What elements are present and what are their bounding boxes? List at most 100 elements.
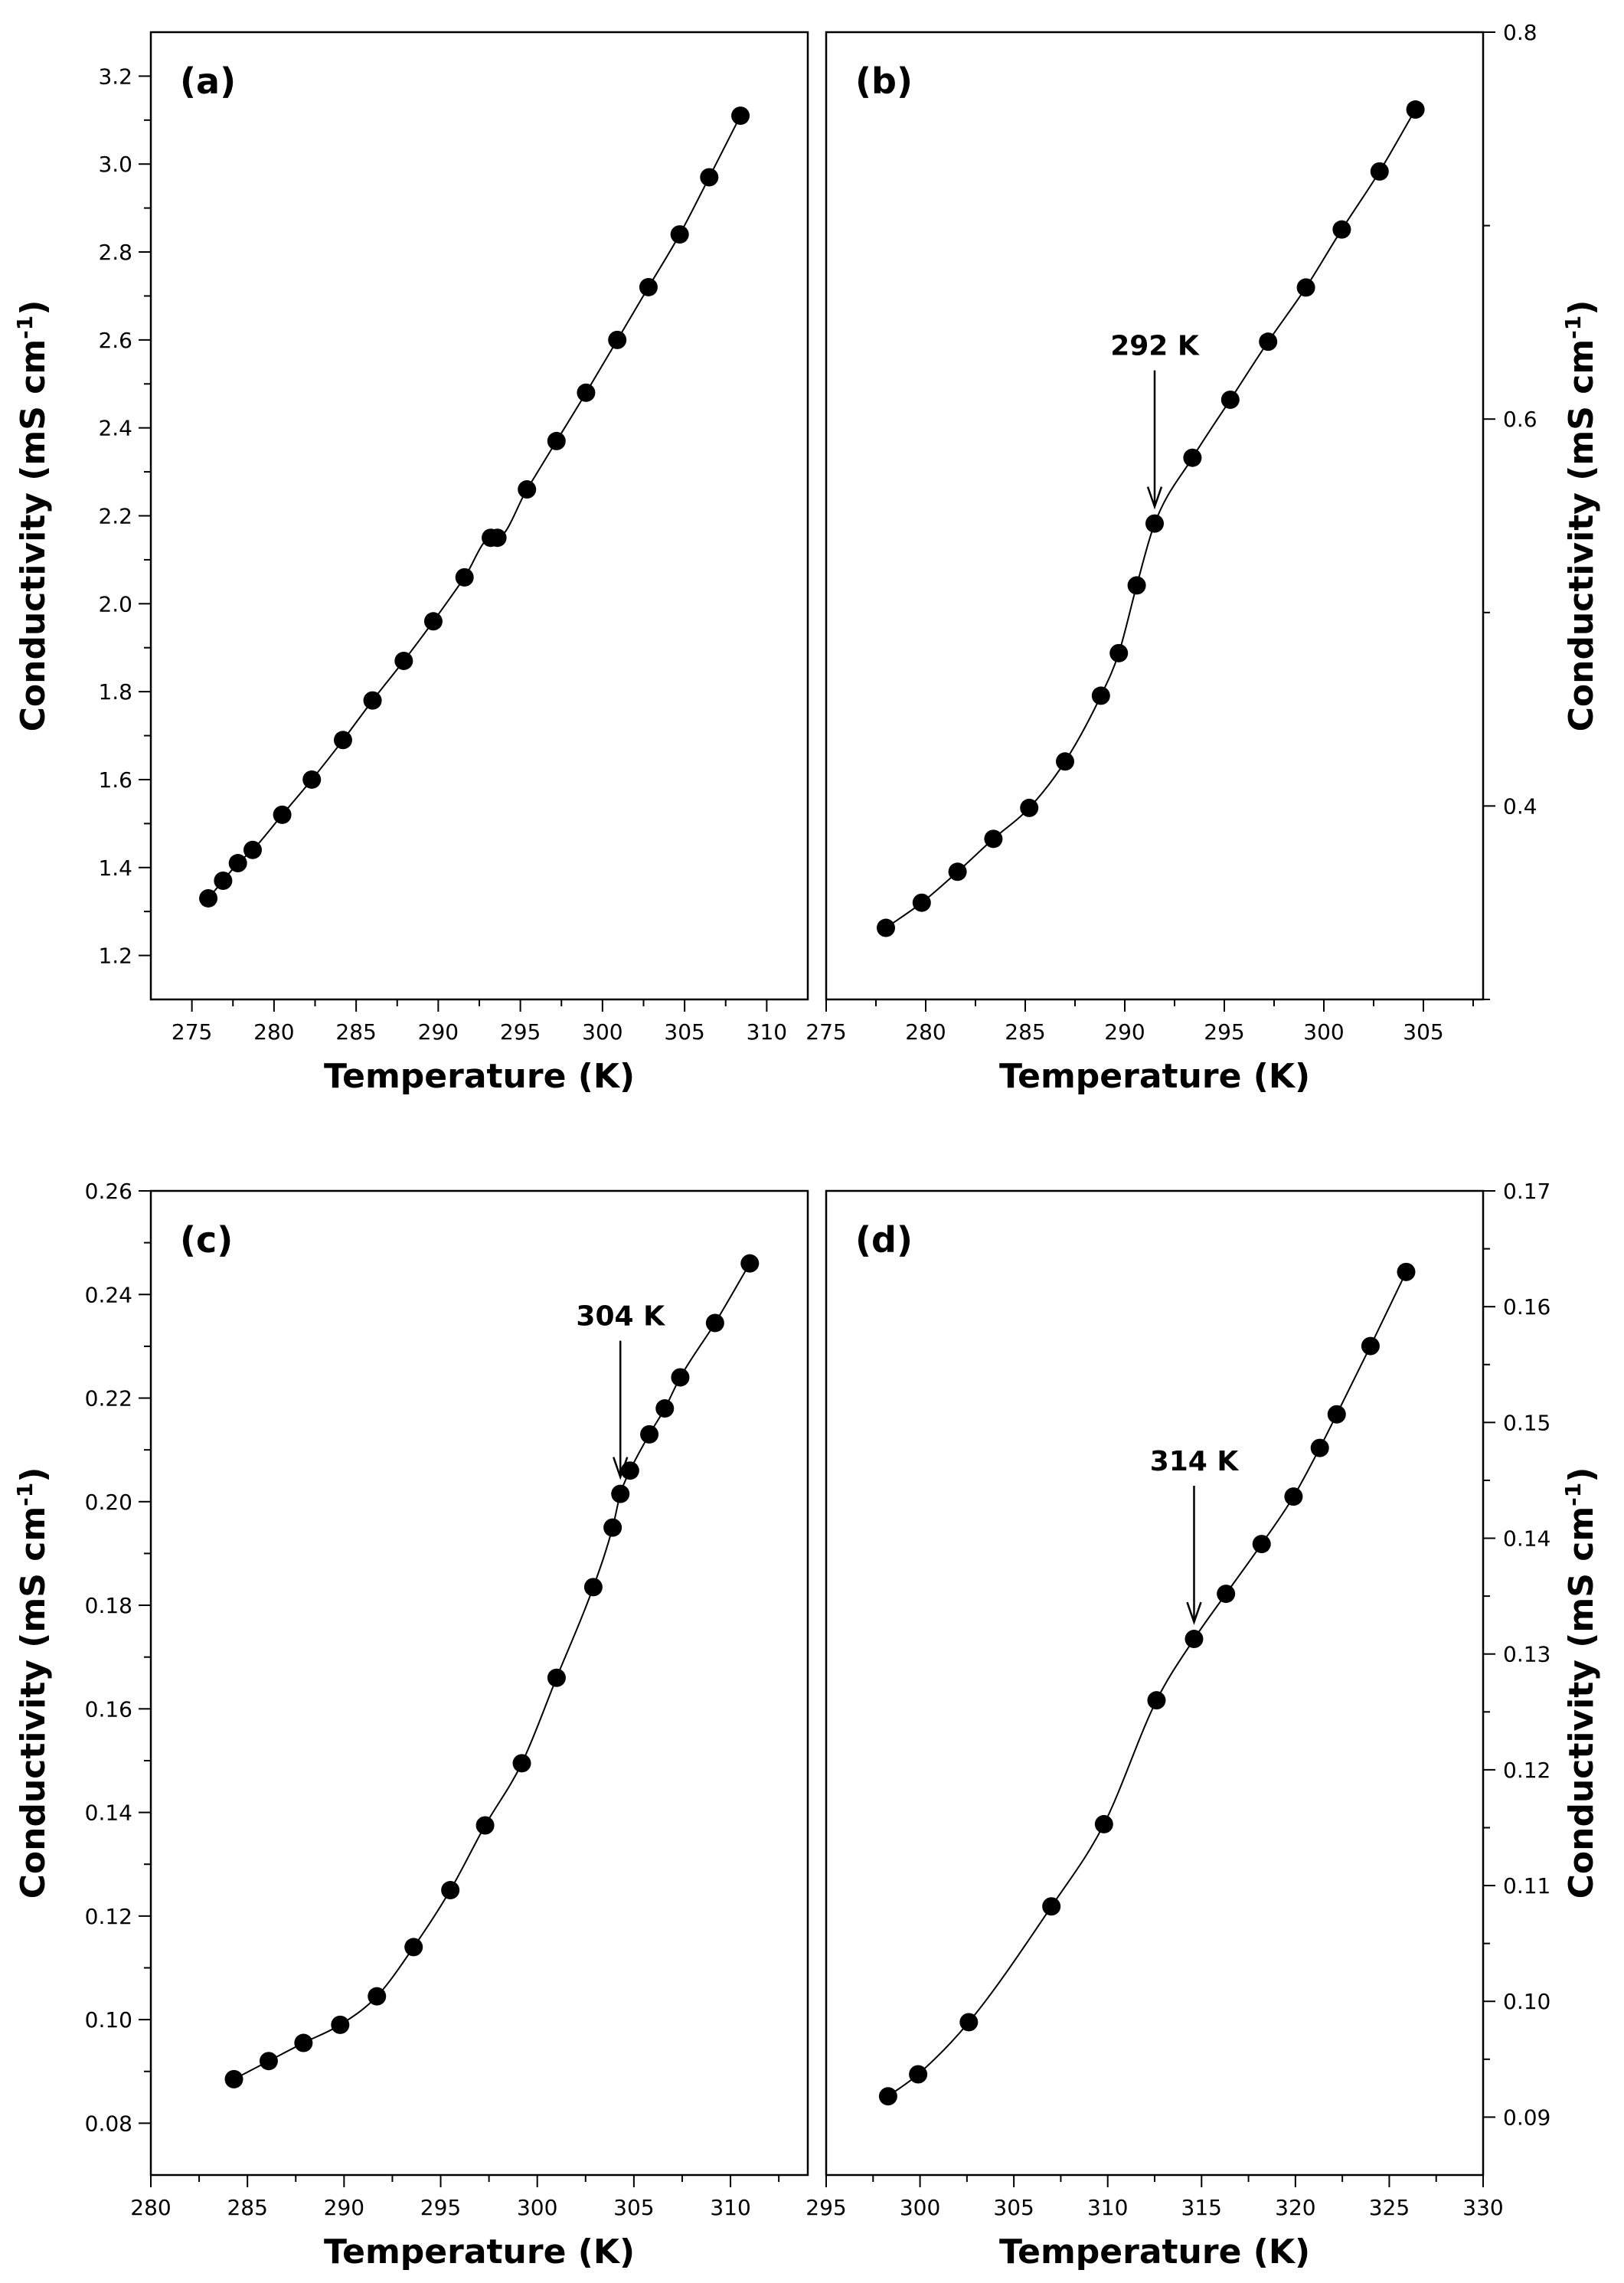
data-point (455, 567, 474, 587)
y-tick-label: 0.14 (85, 1801, 132, 1826)
y-tick-label: 0.16 (1503, 1294, 1550, 1320)
y-axis-title: Conductivity (mS cm-1) (12, 300, 53, 732)
data-point (731, 106, 750, 126)
y-axis-title-text: Conductivity (mS cm (14, 339, 53, 732)
annotation-arrowhead (613, 1457, 629, 1480)
data-point (909, 2065, 928, 2084)
data-point (368, 1987, 387, 2006)
x-tick-label: 280 (130, 2195, 171, 2220)
data-point (1310, 1438, 1329, 1457)
x-tick-label: 320 (1275, 2195, 1315, 2220)
data-point (199, 888, 218, 908)
data-point (488, 528, 507, 548)
data-point (671, 1368, 690, 1387)
data-point (1094, 1814, 1113, 1833)
data-point (948, 862, 967, 881)
data-point (228, 854, 247, 873)
y-axis-title: Conductivity (mS cm-1) (12, 1467, 53, 1899)
data-point (603, 1518, 622, 1537)
x-tick-label: 305 (664, 1019, 704, 1045)
panel-b: 275 280 285 290 295 300 305 0.4 0.6 0.8 Temperatur… (805, 20, 1601, 1096)
x-tick-label: 285 (227, 2195, 267, 2220)
y-tick-label: 0.8 (1503, 20, 1537, 45)
x-tick-label: 295 (500, 1019, 541, 1045)
y-tick-label: 3.2 (98, 64, 132, 89)
y-tick-label: 0.12 (85, 1904, 132, 1929)
data-point (912, 893, 931, 912)
plot-frame (825, 1189, 1485, 2177)
data-point (294, 2033, 313, 2052)
y-tick-label: 0.16 (85, 1696, 132, 1722)
data-point (518, 480, 537, 499)
y-tick-label: 1.6 (98, 767, 132, 793)
x-tick-label: 290 (324, 2195, 364, 2220)
data-point (1147, 1691, 1166, 1710)
x-tick-label: 300 (517, 2195, 557, 2220)
x-tick-label: 310 (710, 2195, 750, 2220)
data-point (1406, 100, 1425, 119)
data-point (655, 1399, 675, 1418)
y-tick-label: 0.4 (1503, 793, 1537, 819)
data-point (273, 805, 292, 824)
x-tick-label: 305 (993, 2195, 1034, 2220)
data-point (1042, 1897, 1061, 1916)
x-tick-label: 300 (900, 2195, 940, 2220)
data-point (1056, 752, 1074, 771)
x-axis-title: Temperature (K) (999, 1057, 1310, 1096)
annotation-label: 292 K (1110, 331, 1200, 362)
y-axis-title-close: ) (1562, 1467, 1601, 1483)
panel-label: (a) (180, 61, 236, 102)
y-axis-title-close: ) (14, 1467, 53, 1483)
y-axis-title-text: Conductivity (mS cm (1562, 339, 1601, 732)
x-tick-label: 295 (420, 2195, 461, 2220)
y-axis-title-superscript: -1 (1560, 316, 1586, 339)
data-point (331, 2015, 350, 2034)
panel-c: 280 285 290 295 300 305 310 0.08 0.10 0.12 0.14 0.1… (12, 1179, 809, 2272)
data-point (878, 2087, 897, 2106)
x-tick-label: 315 (1181, 2195, 1222, 2220)
data-point (611, 1484, 630, 1503)
x-tick-label: 310 (747, 1019, 787, 1045)
x-tick-label: 300 (1303, 1019, 1344, 1045)
x-tick-label: 280 (905, 1019, 946, 1045)
y-axis-title-superscript: -1 (12, 1483, 38, 1506)
y-tick-label: 0.12 (1503, 1758, 1550, 1783)
data-point (1145, 514, 1164, 533)
data-point (512, 1754, 531, 1773)
y-tick-label: 1.4 (98, 855, 132, 881)
y-tick-label: 0.11 (1503, 1873, 1550, 1899)
data-point (1217, 1585, 1236, 1604)
data-point (583, 1578, 603, 1597)
data-point (1252, 1535, 1271, 1554)
annotation-arrowhead (1186, 1601, 1202, 1625)
data-point (620, 1461, 639, 1480)
x-tick-label: 285 (335, 1019, 376, 1045)
y-axis-title-close: ) (14, 300, 53, 316)
y-tick-label: 0.14 (1503, 1526, 1550, 1552)
y-tick-label: 0.09 (1503, 2105, 1550, 2130)
y-axis-title-text: Conductivity (mS cm (14, 1506, 53, 1899)
y-tick-label: 0.17 (1503, 1179, 1550, 1204)
x-tick-label: 295 (1204, 1019, 1244, 1045)
y-tick-label: 2.0 (98, 591, 132, 617)
panel-d: 295 300 305 310 315 320 325 330 0.09 0.10 0.11 0.12… (805, 1179, 1601, 2272)
y-tick-label: 3.0 (98, 152, 132, 177)
x-axis-title: Temperature (K) (999, 2232, 1310, 2272)
y-tick-label: 0.10 (85, 2007, 132, 2033)
data-point (1185, 1630, 1204, 1649)
data-point (475, 1816, 495, 1835)
y-axis-title-close: ) (1562, 300, 1601, 316)
x-tick-label: 280 (253, 1019, 294, 1045)
data-point (1327, 1405, 1346, 1424)
x-tick-label: 295 (805, 2195, 846, 2220)
y-tick-label: 2.2 (98, 504, 132, 529)
data-point (333, 731, 352, 750)
data-point (404, 1938, 423, 1957)
y-tick-label: 1.8 (98, 679, 132, 705)
data-point (1220, 390, 1240, 409)
data-point (1361, 1336, 1380, 1356)
panel-label: (d) (855, 1219, 913, 1261)
annotation-label: 314 K (1150, 1446, 1240, 1477)
y-tick-label: 0.13 (1503, 1642, 1550, 1667)
data-point (639, 277, 658, 296)
